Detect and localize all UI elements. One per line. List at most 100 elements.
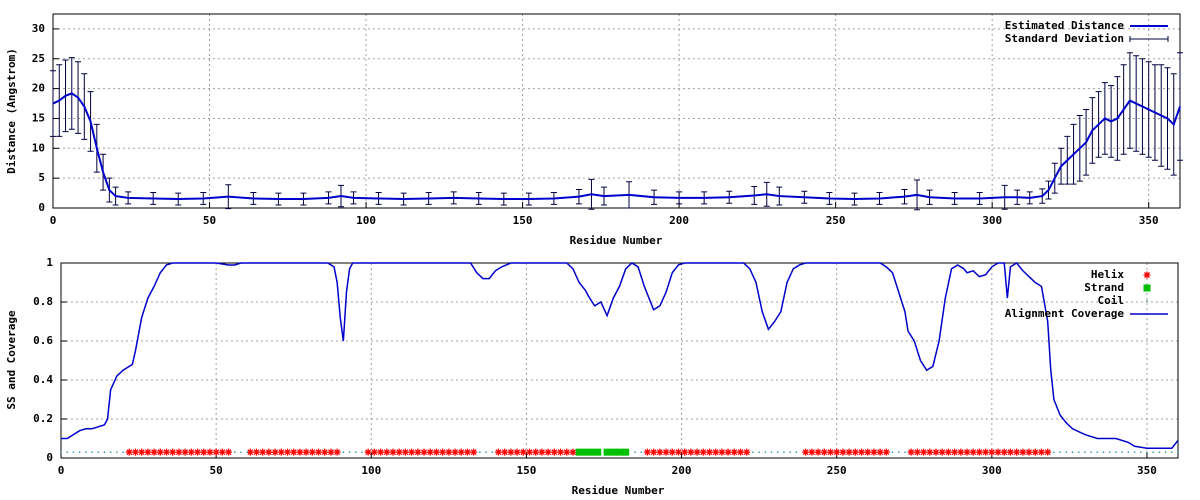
y-tick-label: 10 [32, 141, 45, 154]
ss-marker [913, 448, 921, 456]
coverage-line [61, 262, 1179, 449]
y-tick-label: 0.2 [33, 412, 53, 425]
ss-marker [383, 448, 391, 456]
x-tick-label: 50 [203, 214, 216, 227]
ss-marker [370, 448, 378, 456]
ss-marker [169, 448, 177, 456]
legend-label: Alignment Coverage [1005, 307, 1125, 320]
ss-marker [833, 448, 841, 456]
x-axis-label: Residue Number [572, 484, 665, 497]
ss-marker [1031, 448, 1039, 456]
ss-marker [395, 448, 403, 456]
ss-marker [876, 448, 884, 456]
ss-marker [609, 448, 617, 456]
ss-marker [361, 451, 363, 453]
x-tick-label: 0 [58, 464, 65, 477]
ss-marker [296, 448, 304, 456]
ss-marker [420, 448, 428, 456]
x-tick-label: 100 [361, 464, 381, 477]
ss-marker [333, 448, 341, 456]
x-axis-label: Residue Number [570, 234, 663, 247]
ss-marker [426, 448, 434, 456]
ss-marker [156, 448, 164, 456]
ss-marker [463, 448, 471, 456]
ss-marker [470, 448, 478, 456]
ss-marker [1044, 448, 1052, 456]
y-axis-label: SS and Coverage [5, 310, 18, 410]
ss-marker [513, 448, 521, 456]
ss-marker [820, 448, 828, 456]
ss-marker [109, 451, 112, 453]
ss-marker [932, 448, 940, 456]
ss-marker [342, 451, 345, 453]
ss-marker [783, 451, 785, 453]
y-tick-label: 20 [32, 82, 45, 95]
ss-marker [181, 448, 189, 456]
ss-marker [246, 448, 254, 456]
x-tick-label: 100 [356, 214, 376, 227]
ss-marker [550, 448, 558, 456]
ss-marker [131, 448, 139, 456]
ss-marker [569, 448, 577, 456]
legend-label: Coil [1098, 294, 1125, 307]
ss-marker [240, 451, 242, 453]
x-tick-label: 250 [826, 214, 846, 227]
ss-marker [634, 451, 636, 453]
ss-marker [603, 448, 611, 456]
ss-marker [225, 448, 233, 456]
ss-marker [764, 451, 767, 453]
ss-marker [265, 448, 273, 456]
ss-marker [377, 448, 385, 456]
ss-marker [187, 448, 195, 456]
ss-marker [1164, 451, 1167, 453]
ss-marker [1115, 451, 1117, 453]
ss-marker [97, 451, 100, 453]
ss-marker [1108, 451, 1111, 453]
ss-marker [730, 448, 738, 456]
ss-marker [175, 448, 183, 456]
ss-marker [674, 448, 682, 456]
ss-marker [622, 448, 630, 456]
ss-marker [839, 448, 847, 456]
ss-marker [616, 448, 623, 456]
legend-label: Strand [1084, 281, 1124, 294]
ss-marker [557, 448, 565, 456]
ss-marker [588, 448, 596, 456]
ss-marker [988, 448, 996, 456]
y-tick-label: 30 [32, 22, 45, 35]
y-tick-label: 25 [32, 52, 45, 65]
ss-marker [1152, 451, 1154, 453]
ss-marker [594, 448, 602, 456]
ss-marker [348, 451, 351, 453]
ss-marker [327, 448, 335, 456]
ss-marker [969, 448, 977, 456]
ss-marker [681, 448, 689, 456]
ss-marker [60, 451, 62, 453]
ss-marker [951, 448, 959, 456]
ss-marker [907, 448, 915, 456]
ss-marker [845, 448, 853, 456]
ss-marker [1096, 451, 1099, 453]
y-tick-label: 5 [38, 171, 45, 184]
ss-marker [457, 448, 465, 456]
ss-marker [538, 448, 546, 456]
ss-marker [1065, 451, 1068, 453]
ss-marker [271, 448, 279, 456]
plot-frame [60, 262, 1179, 459]
ss-marker [897, 451, 900, 453]
ss-marker [575, 448, 583, 456]
ss-marker [246, 451, 248, 453]
ss-marker [66, 451, 69, 453]
ss-marker [920, 448, 928, 456]
ss-marker [519, 448, 527, 456]
ss-marker [668, 448, 676, 456]
ss-marker [795, 451, 798, 453]
y-tick-label: 0.6 [33, 334, 53, 347]
ss-marker [1071, 451, 1074, 453]
ss-marker [259, 448, 267, 456]
ss-marker [1019, 448, 1027, 456]
ss-marker [776, 451, 779, 453]
ss-marker [78, 451, 81, 453]
ss-marker [138, 448, 146, 456]
ss-marker [408, 448, 416, 456]
